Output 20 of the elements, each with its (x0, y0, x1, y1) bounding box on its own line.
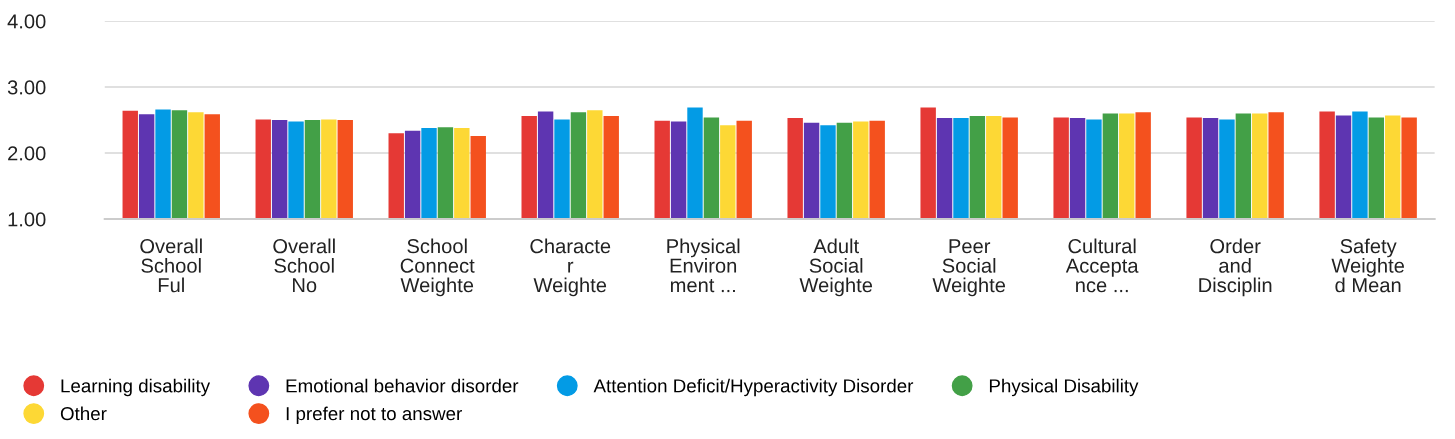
x-tick-label: Safety Weighte d Mean (1331, 238, 1405, 293)
y-tick-label: 1.00 (8, 212, 46, 227)
x-tick-label: Adult Social Weighte (799, 238, 873, 297)
x-tick-label: Overall School Ful (140, 238, 202, 293)
legend-label: Other (60, 406, 107, 421)
legend-label: I prefer not to answer (286, 406, 462, 424)
x-tick-label: Cultural Accepta nce ... (1065, 238, 1139, 293)
legend-label: Attention Deficit/Hyperactivity Disorder (593, 378, 914, 397)
x-tick-label: Characte r Weighte (530, 238, 611, 297)
x-tick-label: Peer Social Weighte (932, 239, 1006, 297)
y-tick-label: 4.00 (7, 14, 46, 29)
x-tick-label: Overall School No (273, 238, 335, 293)
legend-label: Physical Disability (989, 378, 1139, 397)
x-tick-label: Order and Disciplin (1199, 238, 1272, 297)
x-tick-label: School Connect Weighte (400, 238, 475, 297)
legend-label: Learning disability (61, 378, 211, 397)
legend-label: Emotional behavior disorder (286, 378, 519, 393)
y-tick-label: 2.00 (8, 146, 46, 161)
x-tick-label: Physical Environ ment ... (667, 238, 740, 293)
y-tick-label: 3.00 (7, 80, 46, 95)
